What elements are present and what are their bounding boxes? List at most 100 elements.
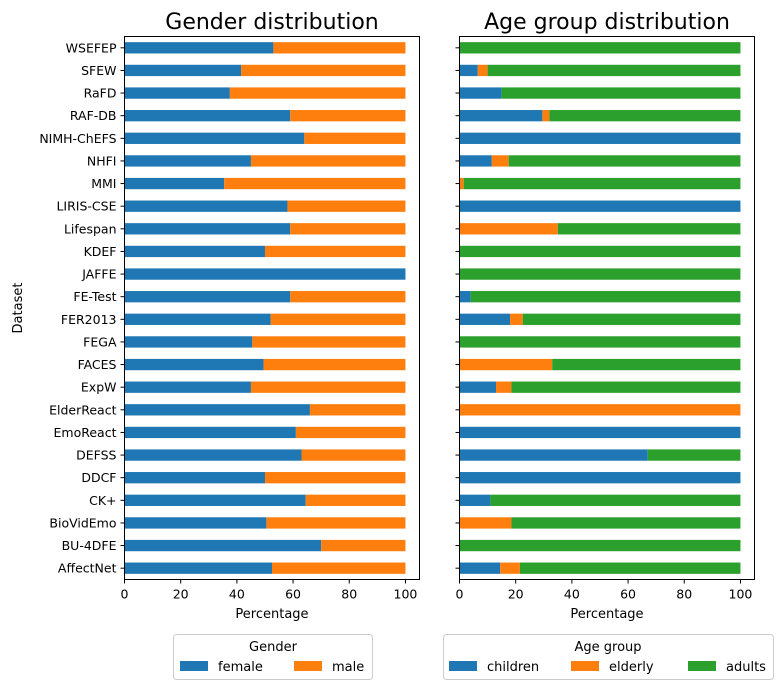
age-x-tick-label-100: 100 [729,587,753,602]
age-bar-raf-db-children [459,110,543,122]
y-tick-label-fer2013: FER2013 [61,312,117,327]
y-tick-label-liris-cse: LIRIS-CSE [56,199,116,214]
age-bar-lifespan-elderly [459,223,558,235]
gender-bar-biovidemo-female [124,517,267,529]
legend-label-male: male [332,660,364,675]
age-bar-nimh-chefs-children [459,132,741,144]
y-tick-label-kdef: KDEF [84,244,117,259]
age-bar-liris-cse-children [459,200,741,212]
gender-bars [124,42,406,574]
age-bar-jaffe-adults [459,268,741,280]
gender-plot-frame [124,36,420,580]
gender-bar-fer2013-male [270,313,406,325]
gender-bar-faces-male [263,358,406,371]
y-tick-label-emoreact: EmoReact [54,425,117,440]
age-bar-expw-adults [511,381,741,393]
gender-bar-ck-male [305,494,406,506]
y-tick-label-ck: CK+ [89,493,116,508]
gender-bar-affectnet-male [272,562,406,574]
age-bar-ck-adults [490,494,741,506]
age-bar-raf-db-adults [549,110,741,122]
gender-panel: Gender distribution AffectNet BU-4DFE BioV… [11,10,420,680]
gender-x-tick-label-80: 80 [341,587,357,602]
legend-swatch-adults [688,661,716,671]
gender-legend-title: Gender [249,640,298,655]
age-bar-fer2013-children [459,313,511,325]
gender-bar-sfew-female [124,64,242,77]
age-bar-sfew-adults [487,64,741,77]
gender-x-tick-label-20: 20 [173,587,189,602]
gender-bar-fega-female [124,336,253,348]
y-tick-label-expw: ExpW [81,380,117,395]
y-tick-label-ddcf: DDCF [81,470,116,485]
age-bar-fe-test-adults [470,291,741,303]
y-tick-label-sfew: SFEW [81,63,116,78]
age-bar-expw-elderly [496,381,512,393]
gender-bar-ddcf-female [124,472,265,484]
gender-bar-nhfi-male [250,155,406,167]
gender-bar-ddcf-male [264,472,406,484]
gender-bar-jaffe-female [124,268,406,280]
age-legend: Age group children elderly adults [443,634,774,680]
legend-swatch-female [180,661,208,671]
age-x-ticks: 0 20 40 60 80 100 [456,579,753,602]
y-tick-label-fe-test: FE-Test [73,289,116,304]
age-x-axis-label: Percentage [570,607,643,622]
gender-bar-mmi-female [124,177,225,190]
age-bar-fega-adults [459,336,741,348]
y-tick-label-biovidemo: BioVidEmo [49,515,116,530]
gender-bar-nimh-chefs-female [124,132,305,144]
gender-x-tick-label-0: 0 [121,587,129,602]
y-tick-label-jaffe: JAFFE [81,267,116,282]
y-tick-label-faces: FACES [78,357,117,372]
age-bar-sfew-elderly [477,64,488,77]
age-bar-affectnet-children [459,562,501,574]
gender-bar-defss-male [301,449,406,461]
age-bar-wsefep-adults [459,42,741,54]
legend-label-adults: adults [726,660,766,675]
gender-bar-expw-female [124,381,251,393]
age-bar-faces-elderly [459,358,553,371]
age-bar-mmi-adults [463,177,741,190]
gender-bar-elderreact-male [309,404,406,416]
age-bar-nhfi-adults [508,155,741,167]
age-bar-fer2013-adults [522,313,741,325]
y-tick-label-fega: FEGA [83,334,117,349]
age-y-ticks [455,47,460,569]
gender-bar-elderreact-female [124,404,310,416]
age-bar-ddcf-children [459,472,741,484]
age-bar-fe-test-children [459,291,471,303]
y-tick-label-nhfi: NHFI [87,153,117,168]
gender-x-tick-label-100: 100 [394,587,418,602]
legend-label-children: children [487,660,539,675]
gender-x-tick-label-60: 60 [285,587,301,602]
age-bar-rafd-children [459,87,502,99]
age-bar-lifespan-adults [557,223,741,235]
gender-bar-ck-female [124,494,306,506]
gender-bar-lifespan-male [290,223,406,235]
age-legend-title: Age group [574,640,641,655]
gender-bar-fe-test-male [290,291,406,303]
age-x-tick-label-60: 60 [620,587,636,602]
gender-bar-kdef-female [124,245,265,258]
gender-bar-defss-female [124,449,302,461]
age-bar-kdef-adults [459,245,741,258]
gender-bar-wsefep-male [273,42,406,54]
gender-bar-fega-male [252,336,406,348]
legend-swatch-male [294,661,322,671]
gender-bar-affectnet-female [124,562,272,574]
age-bar-biovidemo-elderly [459,517,512,529]
age-bar-bu-4dfe-adults [459,539,741,552]
age-bar-ck-children [459,494,491,506]
gender-bar-liris-cse-male [287,200,406,212]
gender-legend-box [173,634,373,680]
age-bar-nhfi-children [459,155,492,167]
legend-swatch-elderly [571,661,599,671]
age-x-tick-label-80: 80 [676,587,692,602]
y-tick-label-elderreact: ElderReact [49,402,116,417]
gender-bar-emoreact-male [295,426,406,439]
age-bar-expw-children [459,381,497,393]
age-bars [459,42,741,574]
gender-bar-liris-cse-female [124,200,288,212]
gender-bar-raf-db-male [290,110,406,122]
